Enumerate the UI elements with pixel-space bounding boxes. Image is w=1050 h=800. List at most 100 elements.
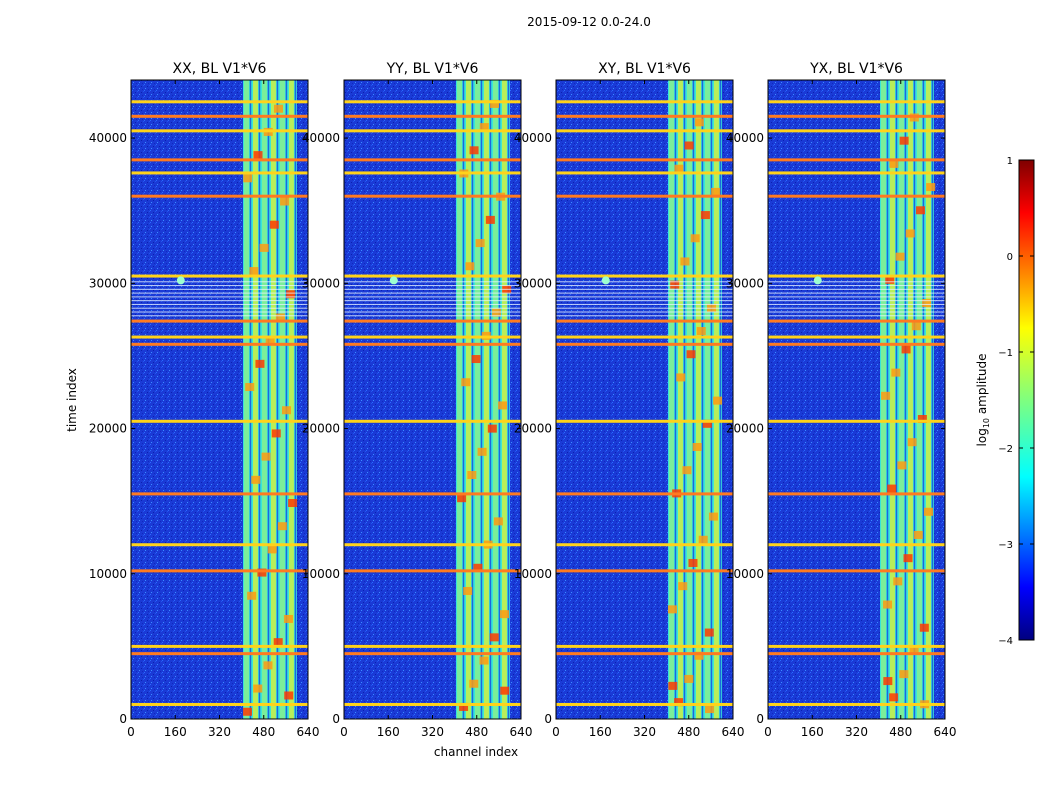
band-blob xyxy=(259,243,269,252)
y-tick-label: 40000 xyxy=(514,131,552,145)
band-blob xyxy=(245,383,255,392)
band-blob xyxy=(676,373,686,382)
rfi-row xyxy=(556,274,733,278)
band-blob xyxy=(283,614,293,623)
rfi-row xyxy=(344,194,521,198)
band-blob xyxy=(247,591,257,600)
rfi-row xyxy=(556,492,733,496)
rfi-row xyxy=(556,114,733,118)
rfi-thin-line xyxy=(556,311,733,313)
x-tick-label: 320 xyxy=(208,725,231,739)
x-tick-label: 0 xyxy=(552,725,560,739)
band-blob xyxy=(708,512,718,521)
rfi-row xyxy=(556,158,733,162)
x-tick-label: 160 xyxy=(801,725,824,739)
rfi-thin-line xyxy=(556,315,733,317)
rfi-row xyxy=(131,342,308,346)
colorbar-tick-label: −1 xyxy=(998,348,1013,359)
bright-band xyxy=(243,80,298,719)
y-tick-label: 20000 xyxy=(302,422,340,436)
band-blob xyxy=(479,656,489,665)
bright-band xyxy=(456,80,512,719)
rfi-thin-line xyxy=(768,285,945,287)
band-blob xyxy=(887,484,897,493)
rfi-row xyxy=(556,129,733,133)
colorbar-tick-label: −2 xyxy=(998,444,1013,455)
band-blob xyxy=(698,535,708,544)
band-blob xyxy=(670,280,680,289)
figure-title: 2015-09-12 0.0-24.0 xyxy=(527,15,651,29)
x-tick-label: 480 xyxy=(677,725,700,739)
band-blob xyxy=(275,313,285,322)
x-tick-label: 640 xyxy=(297,725,320,739)
rfi-row xyxy=(131,543,308,547)
rfi-row xyxy=(768,319,945,323)
band-blob xyxy=(457,494,467,503)
rfi-row xyxy=(131,335,308,339)
rfi-thin-line xyxy=(768,281,945,283)
rfi-row xyxy=(344,492,521,496)
rfi-row xyxy=(556,419,733,423)
band-blob xyxy=(696,327,706,336)
y-tick-label: 30000 xyxy=(514,276,552,290)
colorbar-label: log10 amplitude xyxy=(975,354,991,447)
band-blob xyxy=(711,187,721,196)
x-tick-label: 320 xyxy=(633,725,656,739)
band-blob xyxy=(668,681,678,690)
colorbar: 1 0 −1 −2 −3 −4 log10 amplitude xyxy=(975,156,1035,647)
band-blob xyxy=(909,646,919,655)
band-blob xyxy=(485,215,495,224)
band-blob xyxy=(923,507,933,516)
rfi-row xyxy=(556,569,733,573)
band-blob xyxy=(280,197,290,206)
band-blob xyxy=(265,336,275,345)
band-blob xyxy=(471,355,481,364)
x-tick-label: 640 xyxy=(934,725,957,739)
y-tick-label: 20000 xyxy=(514,422,552,436)
rfi-row xyxy=(131,492,308,496)
rfi-row xyxy=(768,158,945,162)
rfi-thin-line xyxy=(344,281,521,283)
x-tick-label: 0 xyxy=(764,725,772,739)
band-blob xyxy=(253,684,263,693)
band-blob xyxy=(907,438,917,447)
band-blob xyxy=(704,628,714,637)
x-tick-label: 480 xyxy=(465,725,488,739)
band-blob xyxy=(473,563,483,572)
x-tick-label: 160 xyxy=(164,725,187,739)
band-blob xyxy=(694,651,704,660)
rfi-thin-line xyxy=(556,288,733,290)
band-blob xyxy=(881,391,891,400)
rfi-row xyxy=(556,702,733,706)
colorbar-tick-label: −4 xyxy=(998,636,1013,647)
rfi-row xyxy=(131,569,308,573)
rfi-row xyxy=(344,342,521,346)
rfi-thin-line xyxy=(344,285,521,287)
rfi-thin-line xyxy=(556,303,733,305)
rfi-thin-line xyxy=(344,300,521,302)
y-tick-label: 20000 xyxy=(726,422,764,436)
x-tick-label: 640 xyxy=(510,725,533,739)
rfi-thin-line xyxy=(768,303,945,305)
rfi-row xyxy=(131,274,308,278)
band-blob xyxy=(487,424,497,433)
rfi-thin-line xyxy=(556,281,733,283)
rfi-row xyxy=(131,319,308,323)
rfi-sparkle xyxy=(813,276,822,285)
band-blob xyxy=(463,586,473,595)
band-blob xyxy=(889,159,899,168)
band-blob xyxy=(885,275,895,284)
rfi-thin-line xyxy=(131,285,308,287)
rfi-row xyxy=(556,319,733,323)
rfi-row xyxy=(768,129,945,133)
band-blob xyxy=(678,582,688,591)
band-blob xyxy=(477,447,487,456)
panel-title: YY, BL V1*V6 xyxy=(386,61,479,77)
band-blob xyxy=(467,471,477,480)
rfi-thin-line xyxy=(768,311,945,313)
rfi-thin-line xyxy=(556,296,733,298)
rfi-thin-line xyxy=(768,288,945,290)
rfi-row xyxy=(768,652,945,656)
band-blob xyxy=(499,610,509,619)
